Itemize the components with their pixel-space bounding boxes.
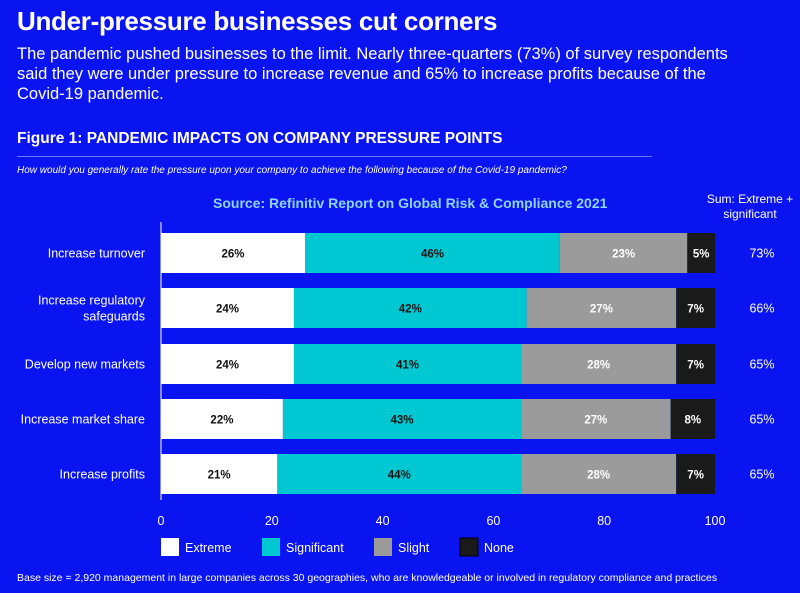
- legend-swatch-extreme: [161, 538, 179, 556]
- data-label-none: 7%: [687, 360, 704, 372]
- x-tick-label: 60: [486, 514, 500, 528]
- bar-none: [676, 288, 715, 328]
- bar-slight: [526, 288, 677, 328]
- sum-value: 65%: [749, 358, 774, 372]
- category-label: Develop new markets: [25, 358, 145, 372]
- data-label-none: 5%: [693, 249, 710, 261]
- x-tick-label: 20: [265, 514, 279, 528]
- bar-extreme: [161, 288, 294, 328]
- x-tick-label: 0: [158, 514, 165, 528]
- legend-swatch-slight: [374, 538, 392, 556]
- legend-swatch-none: [459, 537, 479, 557]
- data-label-extreme: 24%: [216, 304, 239, 316]
- bar-extreme: [161, 233, 306, 273]
- sum-value: 73%: [749, 247, 774, 261]
- bar-significant: [282, 399, 522, 439]
- bar-none: [676, 454, 715, 494]
- data-label-none: 7%: [687, 470, 704, 482]
- data-label-significant: 44%: [388, 470, 411, 482]
- data-label-extreme: 24%: [216, 360, 239, 372]
- data-label-extreme: 22%: [210, 415, 233, 427]
- data-label-slight: 28%: [587, 470, 610, 482]
- legend-swatch-significant: [262, 538, 280, 556]
- data-label-slight: 27%: [584, 415, 607, 427]
- bar-significant: [293, 288, 527, 328]
- bar-slight: [559, 233, 688, 273]
- data-label-none: 8%: [685, 415, 702, 427]
- data-label-extreme: 26%: [222, 249, 245, 261]
- bar-slight: [521, 344, 677, 384]
- data-label-significant: 42%: [399, 304, 422, 316]
- data-label-significant: 46%: [421, 249, 444, 261]
- x-tick-label: 100: [705, 514, 726, 528]
- bar-slight: [521, 399, 671, 439]
- bar-none: [670, 399, 715, 439]
- sum-column-header: Sum: Extreme + significant: [706, 192, 794, 221]
- bar-significant: [293, 344, 522, 384]
- headline: Under-pressure businesses cut corners: [17, 6, 498, 36]
- bar-significant: [277, 454, 522, 494]
- sum-value: 66%: [749, 302, 774, 316]
- category-label: safeguards: [83, 310, 145, 324]
- sum-value: 65%: [749, 468, 774, 482]
- data-label-significant: 43%: [390, 415, 413, 427]
- bar-extreme: [161, 344, 294, 384]
- footnote: Base size = 2,920 management in large co…: [17, 572, 718, 584]
- bar-extreme: [161, 399, 283, 439]
- data-label-extreme: 21%: [208, 470, 231, 482]
- data-label-slight: 28%: [587, 360, 610, 372]
- category-label: Increase profits: [60, 468, 145, 482]
- figure-title: Figure 1: PANDEMIC IMPACTS ON COMPANY PR…: [17, 130, 503, 147]
- legend-label-slight: Slight: [398, 541, 430, 555]
- data-label-slight: 27%: [590, 304, 613, 316]
- intro-paragraph: The pandemic pushed businesses to the li…: [17, 45, 728, 103]
- category-label: Increase regulatory: [38, 294, 146, 308]
- bar-none: [676, 344, 715, 384]
- bar-none: [687, 233, 715, 273]
- legend-label-significant: Significant: [286, 541, 344, 555]
- data-label-significant: 41%: [396, 360, 419, 372]
- title-divider: [17, 156, 652, 157]
- source-label: Source: Refinitiv Report on Global Risk …: [213, 195, 608, 211]
- category-label: Increase turnover: [48, 247, 145, 261]
- sum-value: 65%: [749, 413, 774, 427]
- x-tick-label: 80: [597, 514, 611, 528]
- bar-slight: [521, 454, 677, 494]
- bar-extreme: [161, 454, 278, 494]
- data-label-none: 7%: [687, 304, 704, 316]
- survey-question: How would you generally rate the pressur…: [17, 165, 567, 176]
- bar-significant: [305, 233, 560, 273]
- category-label: Increase market share: [21, 413, 145, 427]
- legend-label-extreme: Extreme: [185, 541, 232, 555]
- legend-label-none: None: [484, 541, 514, 555]
- x-tick-label: 40: [376, 514, 390, 528]
- data-label-slight: 23%: [612, 249, 635, 261]
